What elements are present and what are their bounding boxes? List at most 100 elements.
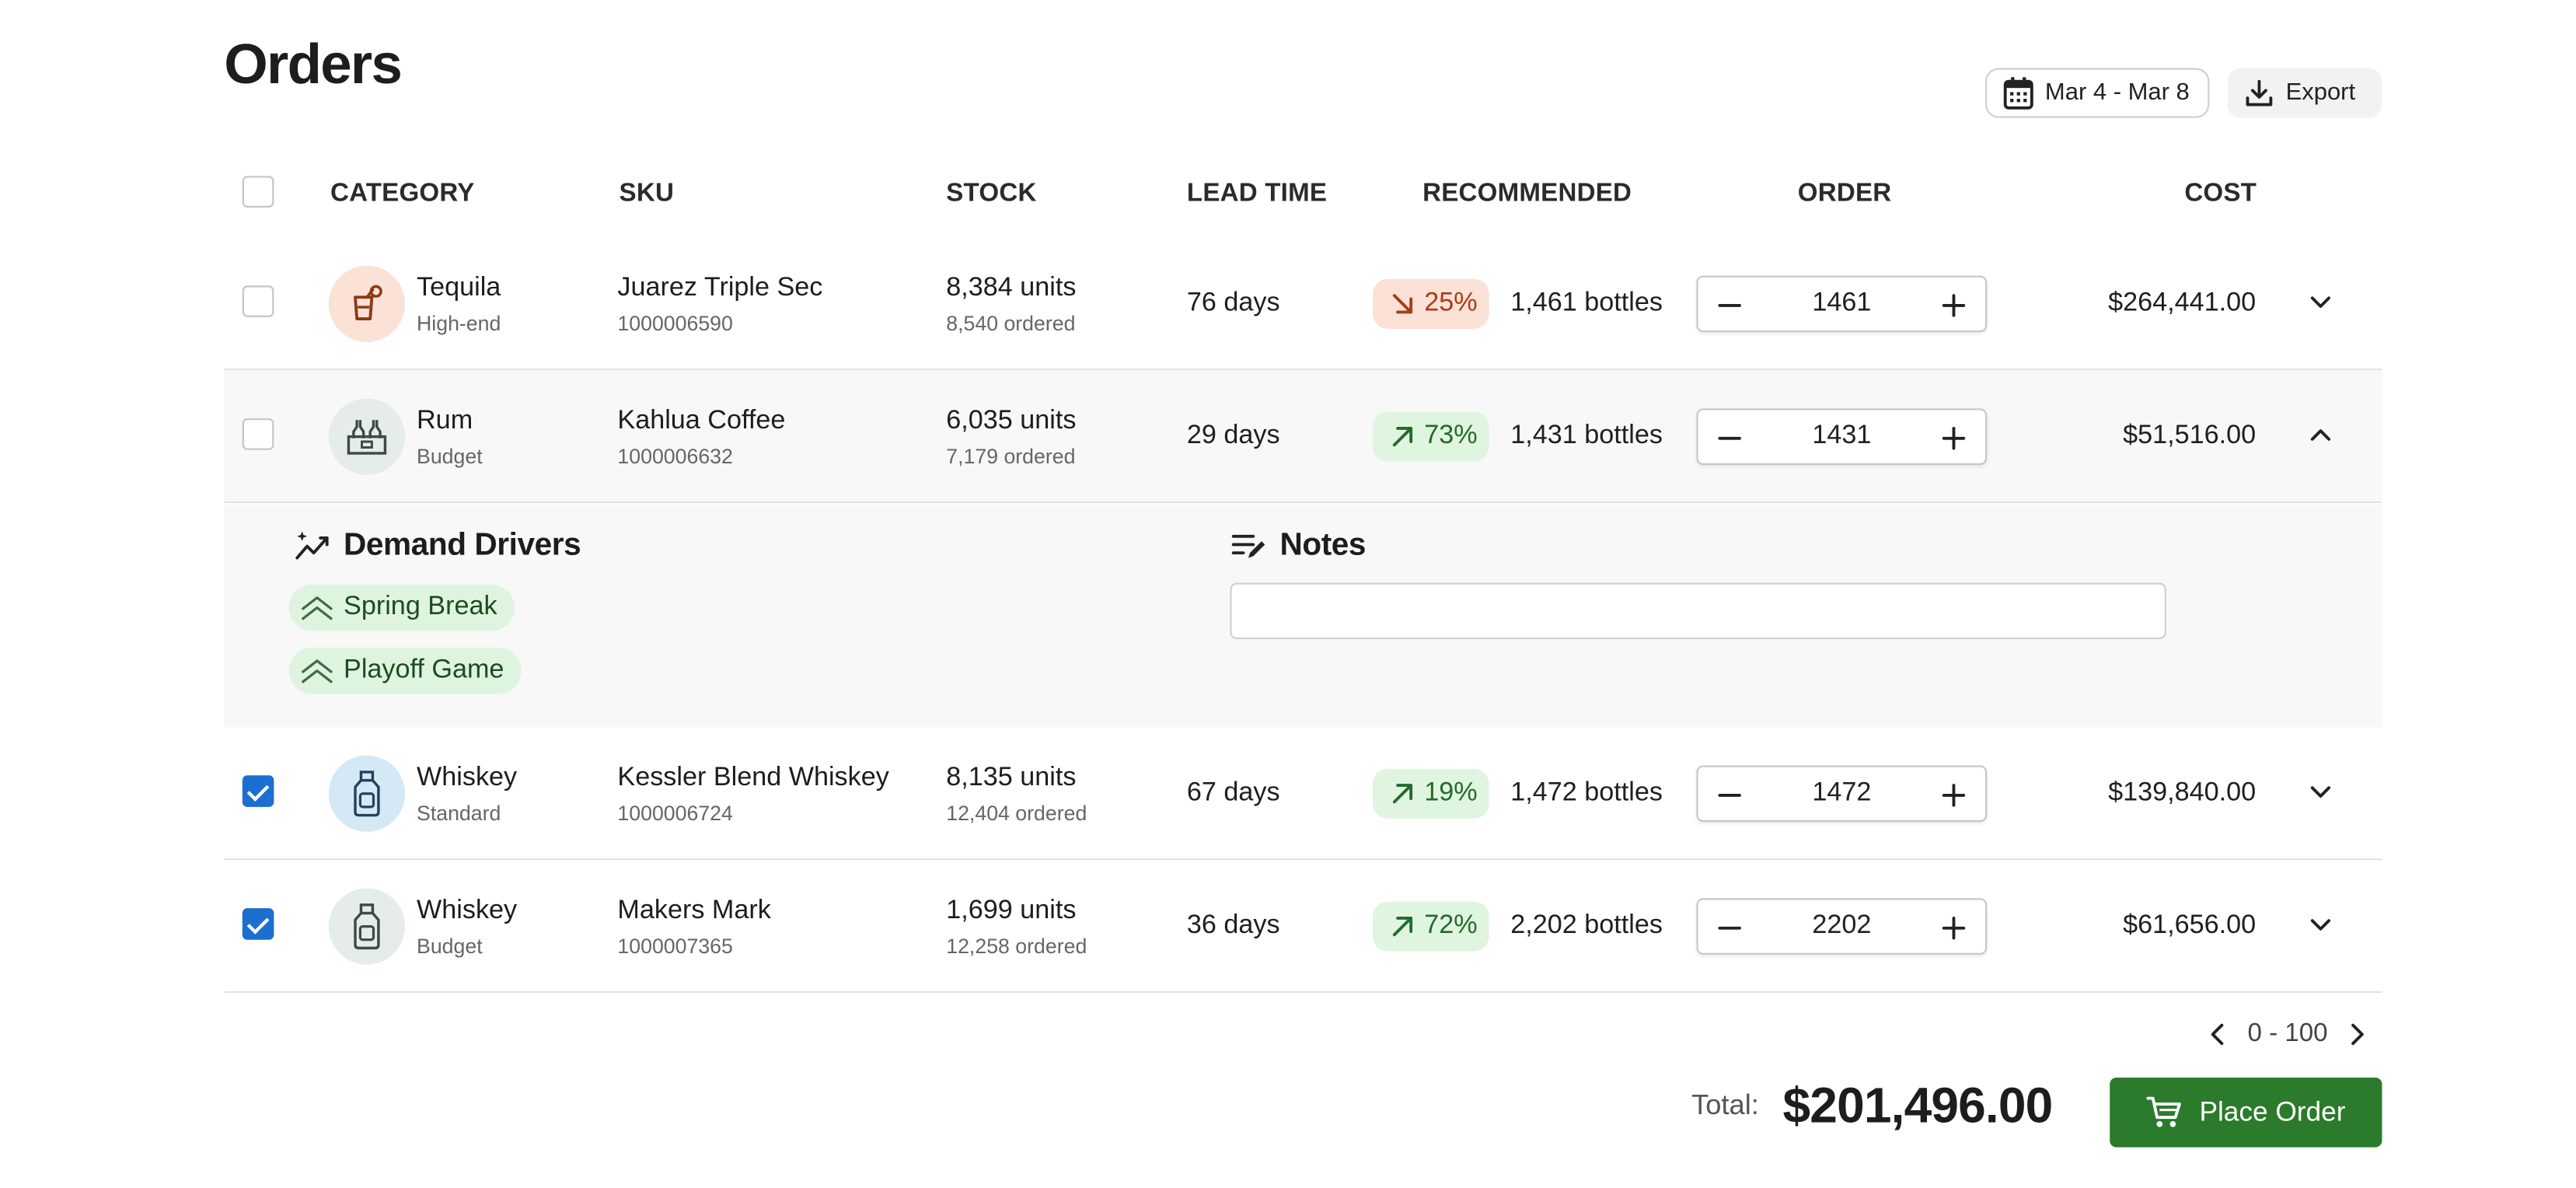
download-icon (2246, 79, 2273, 107)
stock-units: 1,699 units (946, 896, 1077, 925)
stock-units: 8,384 units (946, 274, 1077, 302)
lead-time: 67 days (1186, 778, 1280, 807)
plus-icon[interactable] (1939, 424, 1968, 453)
sku-name: Kahlua Coffee (617, 407, 786, 435)
lead-time: 36 days (1186, 911, 1280, 940)
quantity-stepper[interactable]: 1472 (1696, 765, 1988, 823)
chevron-down-icon[interactable] (2309, 914, 2332, 937)
table-row[interactable]: Rum Budget Kahlua Coffee 1000006632 6,03… (224, 370, 2382, 504)
row-checkbox[interactable] (242, 418, 274, 450)
select-all-checkbox[interactable] (242, 176, 274, 208)
column-header-sku[interactable]: SKU (619, 179, 675, 208)
total-label: Total: (1691, 1088, 1759, 1121)
order-quantity[interactable]: 1431 (1812, 421, 1872, 450)
place-order-label: Place Order (2199, 1096, 2346, 1127)
chevron-right-icon[interactable] (2347, 1022, 2368, 1046)
sku-name: Makers Mark (617, 896, 771, 925)
stock-ordered: 12,258 ordered (946, 935, 1087, 959)
shopping-cart-icon (2146, 1096, 2181, 1127)
sku-name: Kessler Blend Whiskey (617, 763, 889, 792)
demand-driver-chip[interactable]: Spring Break (288, 584, 514, 631)
category-tier: Budget (417, 935, 483, 959)
sku-id: 1000006590 (617, 312, 733, 336)
stock-ordered: 12,404 ordered (946, 802, 1087, 826)
plus-icon[interactable] (1939, 914, 1968, 943)
trend-sparkle-icon (295, 531, 329, 560)
trend-badge: 19% (1373, 768, 1489, 819)
row-checkbox[interactable] (242, 908, 274, 940)
order-quantity[interactable]: 1461 (1812, 288, 1872, 317)
whiskey-bottle-icon (354, 770, 380, 817)
lead-time: 76 days (1186, 288, 1280, 317)
double-chevron-up-icon (301, 596, 333, 620)
sku-id: 1000007365 (617, 935, 733, 959)
recommended-qty: 1,461 bottles (1510, 288, 1663, 317)
trend-percent: 73% (1424, 421, 1478, 450)
row-cost: $264,441.00 (2108, 288, 2257, 317)
row-checkbox[interactable] (242, 775, 274, 807)
order-quantity[interactable]: 1472 (1812, 778, 1872, 807)
whiskey-bottle-icon (354, 903, 380, 950)
arrow-up-right-icon (1392, 917, 1413, 937)
minus-icon[interactable] (1715, 781, 1744, 810)
recommended-qty: 1,431 bottles (1510, 421, 1663, 450)
chevron-left-icon[interactable] (2208, 1022, 2228, 1046)
category-avatar (328, 265, 406, 342)
row-cost: $61,656.00 (2123, 911, 2257, 940)
table-row[interactable]: Whiskey Standard Kessler Blend Whiskey 1… (224, 727, 2382, 861)
minus-icon[interactable] (1715, 291, 1744, 320)
category-tier: Budget (417, 445, 483, 469)
quantity-stepper[interactable]: 1431 (1696, 408, 1988, 465)
column-header-lead-time[interactable]: LEAD TIME (1186, 179, 1328, 208)
category-tier: High-end (417, 312, 501, 336)
demand-driver-label: Playoff Game (344, 655, 504, 684)
trend-badge: 72% (1373, 901, 1489, 952)
column-header-category[interactable]: CATEGORY (330, 179, 475, 208)
chevron-down-icon[interactable] (2309, 291, 2332, 314)
pagination-range: 0 - 100 (2247, 1019, 2328, 1048)
plus-icon[interactable] (1939, 781, 1968, 810)
column-header-cost[interactable]: COST (2184, 179, 2257, 208)
trend-percent: 72% (1424, 911, 1478, 940)
quantity-stepper[interactable]: 2202 (1696, 898, 1988, 955)
recommended-qty: 2,202 bottles (1510, 911, 1663, 940)
quantity-stepper[interactable]: 1461 (1696, 275, 1988, 333)
export-button[interactable]: Export (2227, 68, 2382, 118)
notes-input[interactable] (1230, 582, 2166, 640)
sku-id: 1000006724 (617, 802, 733, 826)
date-range-button[interactable]: Mar 4 - Mar 8 (1985, 68, 2210, 118)
order-quantity[interactable]: 2202 (1812, 911, 1872, 940)
chevron-up-icon[interactable] (2309, 424, 2332, 447)
plus-icon[interactable] (1939, 291, 1968, 320)
double-chevron-up-icon (301, 659, 333, 683)
category-avatar (328, 755, 406, 832)
place-order-button[interactable]: Place Order (2110, 1077, 2382, 1148)
row-checkbox[interactable] (242, 285, 274, 317)
demand-driver-label: Spring Break (344, 592, 497, 621)
category-tier: Standard (417, 802, 501, 826)
row-cost: $139,840.00 (2108, 778, 2257, 807)
table-row[interactable]: Whiskey Budget Makers Mark 1000007365 1,… (224, 860, 2382, 994)
stock-units: 8,135 units (946, 763, 1077, 792)
row-details-panel: Demand Drivers Spring Break Playoff Game… (224, 505, 2382, 728)
calendar-icon (2003, 77, 2033, 110)
demand-driver-chip[interactable]: Playoff Game (288, 647, 521, 694)
column-header-stock[interactable]: STOCK (946, 179, 1037, 208)
lead-time: 29 days (1186, 421, 1280, 450)
category-name: Whiskey (417, 896, 518, 925)
stock-ordered: 7,179 ordered (946, 445, 1076, 469)
column-header-order[interactable]: ORDER (1797, 179, 1892, 208)
trend-badge: 73% (1373, 411, 1489, 462)
table-row[interactable]: Tequila High-end Juarez Triple Sec 10000… (224, 237, 2382, 371)
category-name: Whiskey (417, 763, 518, 792)
category-avatar (328, 398, 406, 475)
minus-icon[interactable] (1715, 914, 1744, 943)
minus-icon[interactable] (1715, 424, 1744, 453)
row-cost: $51,516.00 (2123, 421, 2257, 450)
recommended-qty: 1,472 bottles (1510, 778, 1663, 807)
demand-drivers-title: Demand Drivers (295, 528, 581, 564)
chevron-down-icon[interactable] (2309, 781, 2332, 804)
trend-percent: 19% (1424, 778, 1478, 807)
column-header-recommended[interactable]: RECOMMENDED (1422, 179, 1632, 208)
